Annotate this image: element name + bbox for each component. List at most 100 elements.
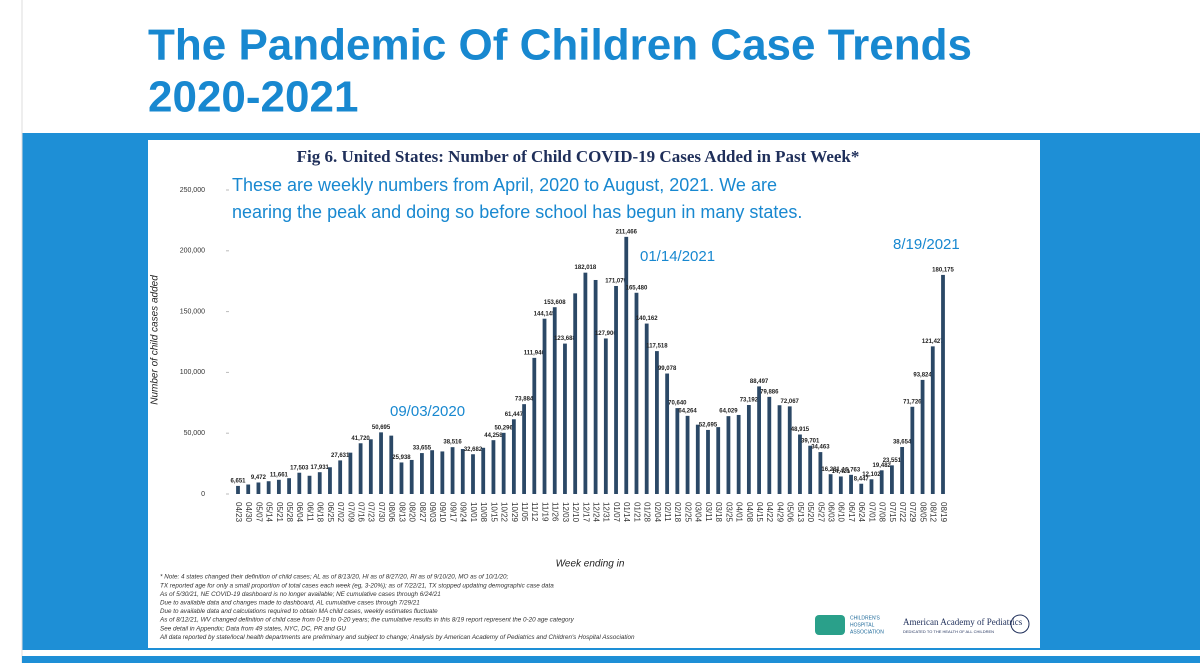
value-label: 72,067 [781, 399, 800, 405]
value-label: 99,078 [658, 366, 677, 372]
bar [869, 479, 874, 494]
x-tick-label: 06/18 [316, 502, 325, 523]
x-tick-label: 08/13 [397, 502, 406, 523]
x-tick-label: 12/17 [581, 502, 590, 523]
notes: * Note: 4 states changed their definitio… [159, 574, 635, 641]
value-label: 111,946 [524, 350, 546, 356]
note-line: See detail in Appendix; Data from 49 sta… [160, 625, 346, 632]
value-label: 61,447 [505, 412, 524, 418]
bar [471, 454, 475, 494]
note-line: TX reported age for only a small proport… [160, 582, 554, 589]
bar [920, 379, 925, 494]
x-tick-label: 07/23 [367, 502, 376, 523]
bar [266, 481, 271, 494]
x-tick-label: 06/04 [295, 502, 304, 523]
x-tick-label: 10/08 [479, 502, 488, 523]
y-tick-label: 0 [201, 491, 205, 498]
note-line: As of 5/30/21, NE COVID-19 dashboard is … [159, 591, 441, 598]
value-label: 117,518 [646, 344, 668, 350]
annotation: 8/19/2021 [893, 236, 960, 253]
x-tick-label: 08/20 [408, 502, 417, 523]
logo-aap: American Academy of Pediatrics [903, 617, 1023, 627]
note-line: As of 8/12/21, WV changed definition of … [159, 617, 575, 624]
x-tick-label: 08/27 [418, 502, 427, 523]
bar [276, 479, 281, 494]
x-tick-label: 01/14 [622, 502, 631, 523]
x-tick-label: 03/11 [704, 502, 713, 522]
x-tick-label: 06/10 [837, 502, 846, 523]
x-tick-label: 06/25 [326, 502, 335, 523]
bar [685, 415, 690, 494]
bar [511, 419, 516, 494]
bar [297, 472, 302, 494]
x-tick-label: 03/04 [694, 502, 703, 523]
value-label: 144,145 [534, 311, 556, 317]
x-tick-label: 05/20 [806, 502, 815, 523]
bar [930, 346, 935, 494]
bar [849, 474, 853, 494]
x-tick-label: 09/10 [438, 502, 447, 523]
bar [552, 307, 557, 494]
bar [879, 470, 884, 494]
x-tick-label: 10/15 [489, 502, 498, 523]
x-tick-label: 05/13 [796, 502, 805, 523]
x-tick-label: 06/24 [857, 502, 866, 523]
value-label: 41,720 [351, 436, 370, 442]
bar [655, 351, 659, 494]
y-tick-label: 250,000 [180, 187, 205, 194]
logo-icon [815, 615, 845, 635]
x-tick-label: 07/02 [336, 502, 345, 523]
x-tick-label: 09/24 [459, 502, 468, 523]
value-label: 23,551 [883, 458, 902, 464]
bar [593, 279, 598, 494]
x-tick-label: 04/22 [765, 502, 774, 523]
x-tick-label: 07/29 [908, 502, 917, 523]
bar [573, 293, 578, 494]
x-tick-label: 04/23 [234, 502, 243, 523]
value-label: 180,175 [932, 267, 954, 273]
x-tick-label: 02/25 [683, 502, 692, 523]
x-axis-title: Week ending in [556, 559, 625, 570]
bar [726, 416, 731, 494]
logo-seal [1010, 614, 1030, 634]
value-label: 17,503 [290, 465, 309, 471]
x-tick-label: 12/31 [602, 502, 611, 523]
value-label: 6,651 [230, 478, 246, 484]
bar [460, 449, 465, 494]
x-tick-label: 04/30 [244, 502, 253, 523]
x-tick-label: 04/29 [775, 502, 784, 523]
bar [665, 373, 670, 494]
value-label: 52,695 [699, 423, 718, 429]
x-tick-label: 07/09 [346, 502, 355, 523]
bar [706, 429, 710, 494]
note-line: All data reported by state/local health … [159, 634, 635, 641]
bar [644, 323, 649, 494]
value-label: 38,654 [893, 440, 912, 446]
x-tick-label: 01/28 [643, 502, 652, 523]
value-label: 73,884 [515, 397, 534, 403]
bar [246, 484, 251, 494]
x-tick-label: 12/03 [561, 502, 570, 523]
bar [307, 475, 312, 494]
x-tick-label: 10/29 [510, 502, 519, 523]
value-label: 88,497 [750, 379, 769, 385]
bar [798, 434, 802, 494]
logo-aap-tagline: DEDICATED TO THE HEALTH OF ALL CHILDREN [903, 629, 994, 634]
logo-text: ASSOCIATION [850, 629, 884, 635]
x-tick-label: 01/21 [632, 502, 641, 523]
x-tick-label: 08/12 [929, 502, 938, 523]
bar [542, 318, 547, 494]
bar [563, 343, 567, 494]
bar [440, 451, 445, 494]
value-label: 14,421 [832, 469, 851, 475]
bar [532, 357, 537, 494]
bar [890, 465, 894, 494]
bar [348, 452, 353, 494]
x-tick-label: 08/06 [387, 502, 396, 523]
bar [287, 478, 291, 494]
value-label: 48,915 [791, 427, 810, 433]
bar [603, 338, 608, 494]
bar [767, 396, 772, 494]
x-tick-label: 05/06 [786, 502, 795, 523]
x-tick-label: 11/05 [520, 502, 529, 522]
